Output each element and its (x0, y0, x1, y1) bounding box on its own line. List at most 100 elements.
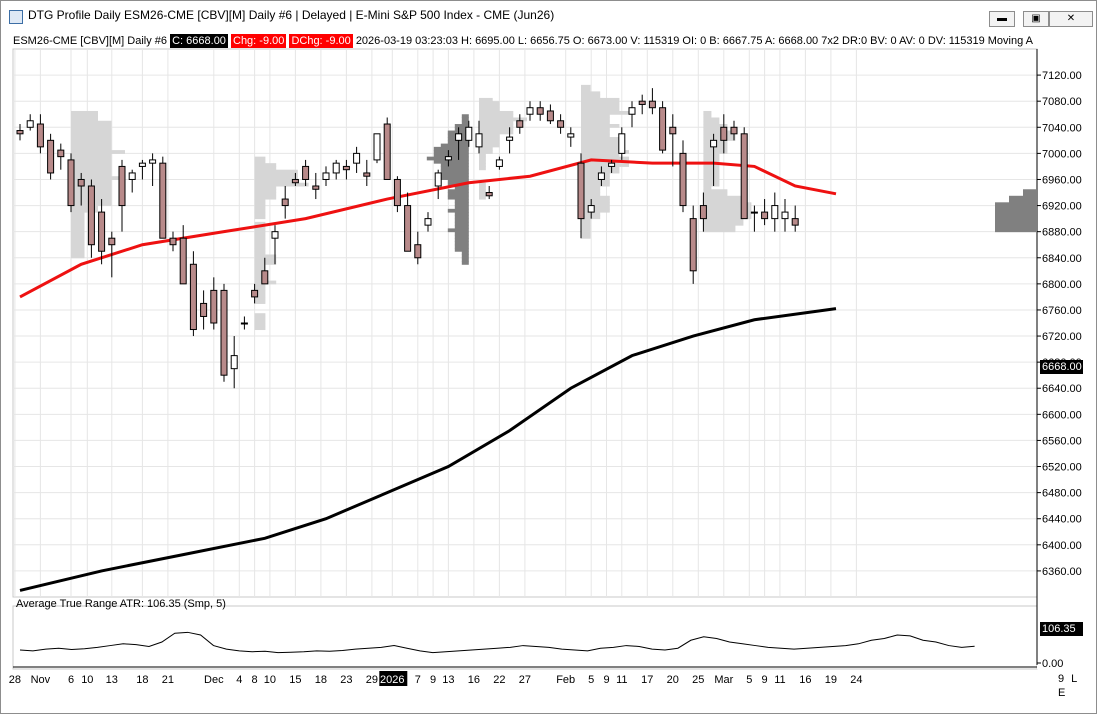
x-tick-label: 25 (692, 674, 704, 686)
candle-down (414, 244, 422, 259)
candle-down (791, 218, 799, 226)
volume-profile-bar (703, 153, 720, 158)
volume-profile-bar (454, 225, 469, 229)
volume-profile-bar (581, 208, 610, 213)
candle-down (118, 165, 126, 207)
x-tick-label: Feb (556, 674, 575, 686)
volume-profile-bar (254, 215, 266, 220)
volume-profile-bar (254, 159, 266, 164)
volume-profile-bar (440, 176, 469, 180)
moving-average-slow-line (19, 307, 837, 592)
volume-profile-bar (703, 117, 720, 122)
volume-profile-bar (254, 205, 266, 210)
volume-profile-bar (461, 117, 469, 122)
volume-profile-bar (581, 169, 620, 174)
volume-profile-bar (703, 225, 736, 229)
volume-profile-bar (447, 208, 469, 213)
volume-profile-bar (703, 150, 728, 154)
axis-corner-label[interactable]: 9 L E (1058, 672, 1086, 699)
volume-profile-bar (71, 163, 112, 167)
candle-up (271, 231, 279, 239)
candle-up (587, 205, 595, 213)
volume-profile-bar (581, 218, 591, 223)
volume-profile-bar (254, 212, 266, 216)
volume-profile-bar (703, 110, 712, 115)
candle-down (251, 289, 259, 298)
volume-profile-bar (581, 166, 620, 171)
minimize-button[interactable]: ▬ (989, 11, 1015, 27)
info-details: 2026-03-19 03:23:03 H: 6695.00 L: 6656.7… (355, 35, 1033, 47)
volume-profile-bar (703, 114, 712, 118)
y-tick-label: 6880.00 (1042, 227, 1082, 239)
candle-down (648, 100, 656, 109)
volume-profile-bar (71, 172, 112, 177)
volume-profile-bar (254, 182, 309, 187)
y-tick-label: 6720.00 (1042, 331, 1082, 343)
volume-profile-bar (254, 261, 277, 265)
volume-profile-bar (703, 218, 744, 223)
candle-down (210, 289, 218, 324)
volume-profile-bar (581, 84, 591, 89)
atr-line (19, 631, 975, 654)
volume-profile-bar (71, 137, 112, 141)
volume-profile-bar (454, 127, 469, 132)
volume-profile-bar (703, 179, 720, 184)
volume-profile-bar (71, 218, 85, 223)
volume-profile-bar (479, 156, 486, 161)
volume-profile-bar (581, 176, 610, 180)
volume-profile-bar (254, 290, 266, 295)
x-tick-label: 5 (588, 674, 594, 686)
volume-profile-bar (703, 189, 728, 194)
volume-profile-bar (581, 225, 591, 229)
volume-profile-bar (454, 215, 469, 220)
volume-profile-bar (254, 296, 266, 301)
candle-up (495, 159, 503, 167)
volume-profile-bar (479, 110, 514, 115)
volume-profile-bar (479, 130, 514, 135)
volume-profile-bar (447, 179, 469, 184)
candle-down (720, 126, 728, 141)
volume-profile-bar (454, 218, 469, 223)
candle-down (16, 130, 24, 135)
candle-down (57, 149, 65, 158)
volume-profile-bar (581, 94, 601, 99)
candle-down (77, 178, 85, 187)
volume-profile-bar (479, 146, 493, 151)
volume-profile-bar (1023, 192, 1037, 197)
volume-profile-bar (581, 205, 610, 210)
volume-profile-bar (254, 192, 277, 197)
candle-down (383, 123, 391, 180)
y-tick-label: 6440.00 (1042, 514, 1082, 526)
volume-profile-bar (479, 97, 493, 102)
price-axis-area (1037, 49, 1096, 669)
close-button[interactable]: ✕ (1049, 11, 1093, 27)
x-tick-label: 19 (825, 674, 837, 686)
x-tick-label: 28 (9, 674, 21, 686)
volume-profile-bar (479, 124, 514, 128)
volume-profile-bar (479, 166, 486, 171)
volume-profile-bar (440, 172, 469, 177)
volume-profile-bar (440, 163, 469, 167)
volume-profile-bar (254, 228, 266, 233)
volume-profile-bar (71, 120, 112, 125)
volume-profile-bar (254, 189, 277, 194)
candle-down (261, 270, 269, 285)
maximize-button[interactable]: ▣ (1023, 11, 1049, 27)
candle-up (771, 205, 779, 220)
volume-profile-bar (254, 195, 277, 200)
candle-up (26, 120, 34, 128)
candle-down (536, 107, 544, 115)
volume-profile-bar (581, 228, 591, 233)
volume-profile-bar (461, 257, 469, 262)
volume-profile-bar (995, 215, 1037, 220)
volume-profile-bar (254, 316, 266, 321)
volume-profile-bar (433, 146, 469, 151)
volume-profile-bar (254, 169, 298, 174)
volume-profile-bar (581, 110, 629, 115)
volume-profile-bar (581, 107, 620, 112)
volume-profile-bar (703, 212, 752, 216)
volume-profile-bar (995, 218, 1037, 223)
x-tick-label: Dec (204, 674, 224, 686)
y-tick-label: 6960.00 (1042, 174, 1082, 186)
